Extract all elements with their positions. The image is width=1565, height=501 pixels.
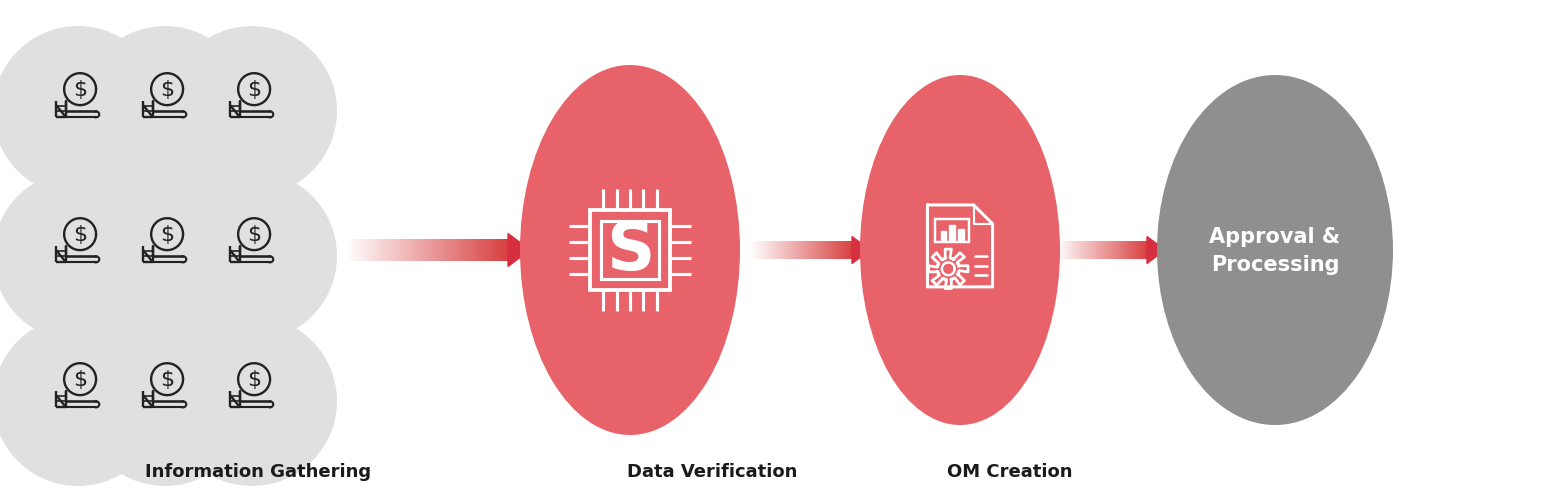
- Ellipse shape: [1157, 76, 1393, 425]
- Ellipse shape: [80, 27, 250, 196]
- Text: $: $: [74, 369, 88, 389]
- FancyBboxPatch shape: [601, 221, 659, 280]
- Text: OM Creation: OM Creation: [947, 462, 1072, 480]
- Text: $: $: [160, 225, 174, 244]
- Ellipse shape: [520, 66, 740, 435]
- Ellipse shape: [167, 316, 336, 486]
- Polygon shape: [851, 237, 870, 264]
- Polygon shape: [958, 230, 964, 240]
- Ellipse shape: [80, 172, 250, 341]
- Ellipse shape: [861, 76, 1060, 425]
- Text: $: $: [74, 80, 88, 100]
- Polygon shape: [1147, 237, 1164, 264]
- Polygon shape: [950, 226, 955, 240]
- Text: S: S: [606, 217, 654, 284]
- Text: $: $: [247, 80, 261, 100]
- Text: $: $: [247, 369, 261, 389]
- Ellipse shape: [0, 316, 163, 486]
- Text: $: $: [160, 80, 174, 100]
- Ellipse shape: [80, 316, 250, 486]
- Polygon shape: [509, 234, 531, 267]
- Text: $: $: [247, 225, 261, 244]
- Text: $: $: [160, 369, 174, 389]
- Ellipse shape: [0, 27, 163, 196]
- Ellipse shape: [0, 172, 163, 341]
- Text: Information Gathering: Information Gathering: [146, 462, 371, 480]
- Text: Data Verification: Data Verification: [628, 462, 797, 480]
- Text: $: $: [74, 225, 88, 244]
- Polygon shape: [941, 231, 947, 240]
- Ellipse shape: [167, 27, 336, 196]
- Text: Approval &
Processing: Approval & Processing: [1210, 226, 1341, 275]
- Ellipse shape: [167, 172, 336, 341]
